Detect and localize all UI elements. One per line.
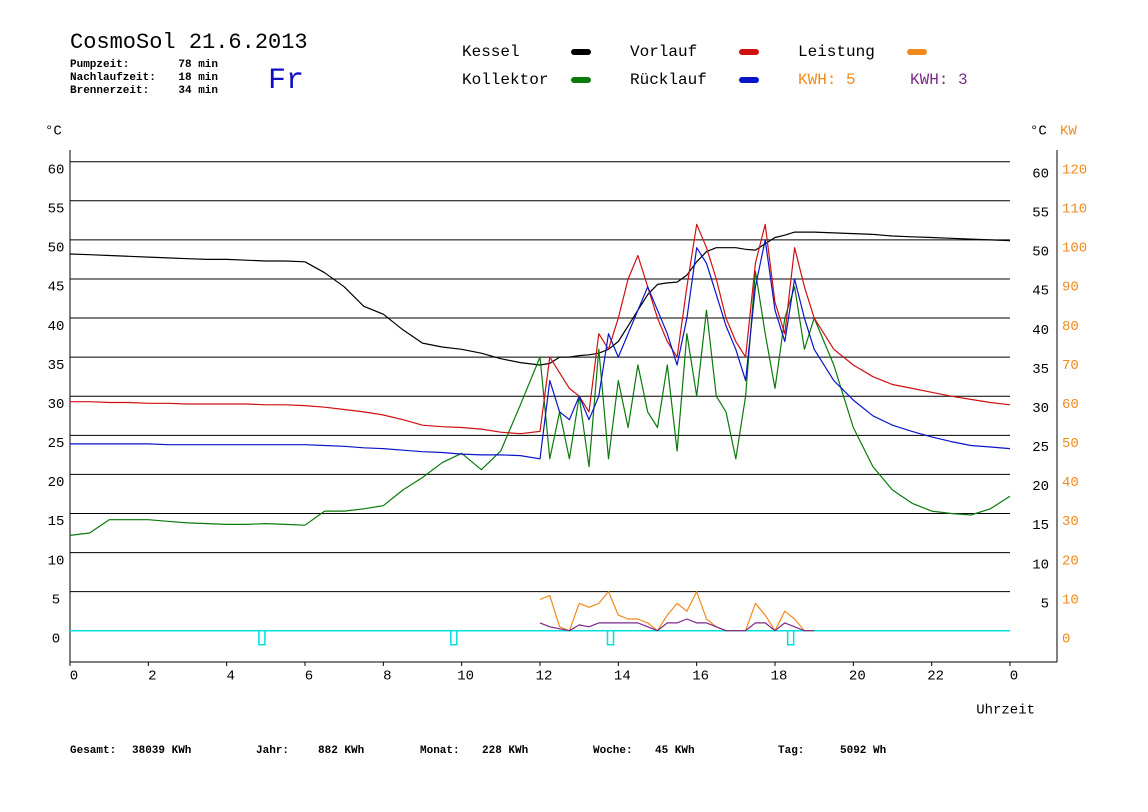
- series-line: [70, 223, 1011, 435]
- y-tick-label: 35: [48, 358, 65, 374]
- y-tick-label: 15: [48, 514, 65, 530]
- x-tick-label: 4: [226, 669, 234, 685]
- y-tick-label: 0: [52, 631, 60, 647]
- footer-value: 228 KWh: [482, 745, 528, 757]
- x-tick-label: 14: [614, 669, 631, 685]
- y2-tick-label: 90: [1062, 280, 1079, 296]
- burner-marker: [258, 629, 266, 646]
- x-tick-label: 16: [692, 669, 709, 685]
- burner-marker: [786, 629, 795, 646]
- y-tick-label-right: 55: [1032, 206, 1049, 222]
- y-axis-label-right: °C: [1030, 124, 1047, 140]
- kwh-label: KWH: 3: [910, 71, 968, 89]
- y-tick-label-right: 25: [1032, 440, 1049, 456]
- legend-label: Leistung: [798, 43, 875, 61]
- y2-tick-label: 50: [1062, 436, 1079, 452]
- x-tick-label: 0: [70, 669, 78, 685]
- series-line: [70, 239, 1011, 460]
- y2-tick-label: 80: [1062, 319, 1079, 335]
- chart-title: CosmoSol 21.6.2013: [70, 30, 308, 55]
- time-value: 34 min: [178, 85, 218, 97]
- y-tick-label: 20: [48, 475, 65, 491]
- legend-label: Rücklauf: [630, 71, 707, 89]
- x-tick-label: 0: [1010, 669, 1018, 685]
- y-tick-label-right: 15: [1032, 518, 1049, 534]
- time-label: Nachlaufzeit:: [70, 72, 156, 84]
- x-tick-label: 12: [536, 669, 553, 685]
- y-tick-label-right: 45: [1032, 284, 1049, 300]
- time-label: Brennerzeit:: [70, 85, 149, 97]
- footer-label: Gesamt:: [70, 745, 116, 757]
- x-axis-label: Uhrzeit: [976, 703, 1035, 719]
- footer-value: 882 KWh: [318, 745, 364, 757]
- x-tick-label: 18: [771, 669, 788, 685]
- footer-value: 5092 Wh: [840, 745, 886, 757]
- y2-tick-label: 100: [1062, 241, 1087, 257]
- burner-marker: [450, 629, 458, 646]
- burner-marker: [606, 629, 615, 646]
- y2-tick-label: 60: [1062, 397, 1079, 413]
- y-tick-label: 40: [48, 319, 65, 335]
- x-tick-label: 22: [927, 669, 944, 685]
- y-tick-label: 45: [48, 280, 65, 296]
- footer-label: Jahr:: [256, 745, 289, 757]
- kwh-label: KWH: 5: [798, 71, 856, 89]
- y-tick-label-right: 20: [1032, 479, 1049, 495]
- y-axis-label: °C: [45, 124, 62, 140]
- x-tick-label: 20: [849, 669, 866, 685]
- y-tick-label-right: 40: [1032, 323, 1049, 339]
- legend-label: Kessel: [462, 43, 520, 61]
- y-tick-label: 55: [48, 202, 65, 218]
- y2-tick-label: 30: [1062, 514, 1079, 530]
- footer-label: Woche:: [593, 745, 633, 757]
- footer-value: 38039 KWh: [132, 745, 191, 757]
- x-tick-label: 8: [383, 669, 391, 685]
- y-tick-label-right: 35: [1032, 362, 1049, 378]
- series-line: [539, 591, 815, 632]
- legend-label: Vorlauf: [630, 43, 697, 61]
- y-tick-label-right: 5: [1041, 596, 1049, 612]
- y2-tick-label: 120: [1062, 162, 1087, 178]
- y2-tick-label: 10: [1062, 592, 1079, 608]
- footer-value: 45 KWh: [655, 745, 695, 757]
- y2-tick-label: 70: [1062, 358, 1079, 374]
- footer-label: Tag:: [778, 745, 804, 757]
- y-tick-label-right: 60: [1032, 166, 1049, 182]
- y-tick-label-right: 50: [1032, 245, 1049, 261]
- y2-tick-label: 110: [1062, 202, 1087, 218]
- y2-axis-label: KW: [1060, 124, 1077, 140]
- y-tick-label: 30: [48, 397, 65, 413]
- y2-tick-label: 40: [1062, 475, 1079, 491]
- y-tick-label-right: 10: [1032, 557, 1049, 573]
- y-tick-label: 50: [48, 241, 65, 257]
- y-tick-label-right: 30: [1032, 401, 1049, 417]
- time-value: 18 min: [178, 72, 218, 84]
- y-tick-label: 5: [52, 592, 60, 608]
- y-tick-label: 25: [48, 436, 65, 452]
- day-label: Fr: [268, 64, 304, 98]
- footer-label: Monat:: [420, 745, 460, 757]
- y-tick-label: 60: [48, 162, 65, 178]
- time-value: 78 min: [178, 59, 218, 71]
- series-line: [539, 618, 815, 632]
- y2-tick-label: 20: [1062, 553, 1079, 569]
- series-line: [69, 270, 1011, 536]
- x-tick-label: 6: [305, 669, 313, 685]
- y2-tick-label: 0: [1062, 631, 1070, 647]
- time-label: Pumpzeit:: [70, 59, 129, 71]
- x-tick-label: 2: [148, 669, 156, 685]
- legend-label: Kollektor: [462, 71, 548, 89]
- x-tick-label: 10: [457, 669, 474, 685]
- y-tick-label: 10: [48, 553, 65, 569]
